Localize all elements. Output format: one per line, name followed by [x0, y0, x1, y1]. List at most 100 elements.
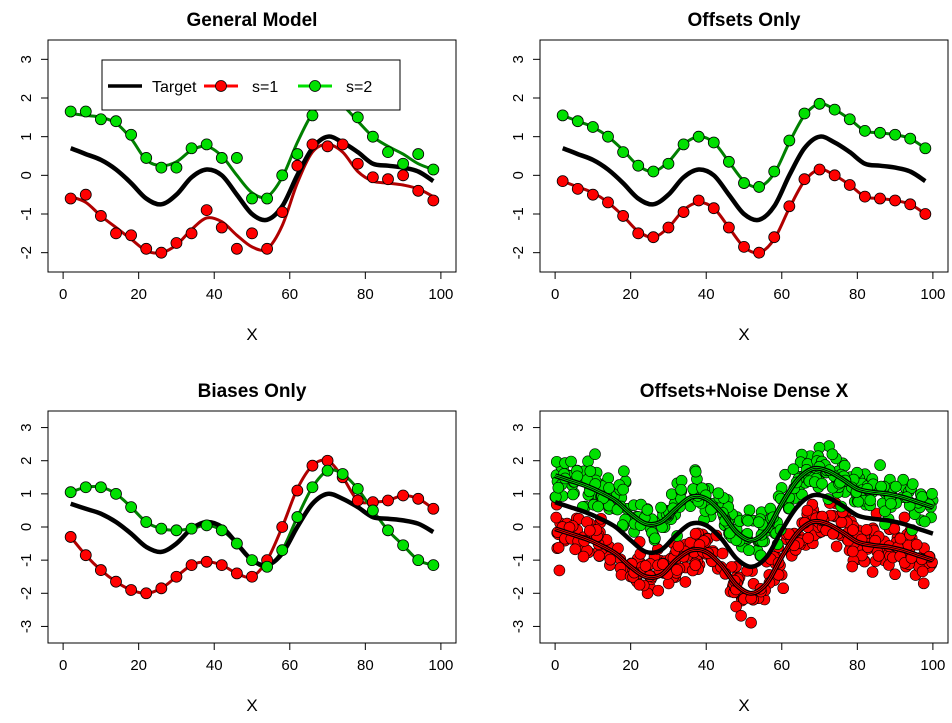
data-point: [306, 109, 319, 122]
x-tick-label: 0: [59, 657, 67, 674]
data-point: [125, 501, 138, 514]
data-point: [592, 500, 604, 513]
data-point: [397, 539, 410, 552]
series-line-target: [69, 134, 435, 223]
data-point: [679, 576, 692, 588]
data-point: [617, 146, 630, 159]
data-point: [382, 146, 394, 159]
series-line-target: [561, 134, 927, 223]
data-point: [79, 481, 92, 494]
data-point: [885, 497, 897, 510]
data-point: [140, 516, 153, 528]
data-point: [843, 179, 856, 191]
data-point: [230, 567, 243, 580]
data-point: [351, 157, 364, 170]
data-point: [846, 560, 858, 573]
x-axis-label: X: [738, 696, 749, 715]
data-point: [291, 484, 304, 497]
x-tick-label: 60: [773, 657, 790, 674]
data-point: [397, 157, 410, 170]
data-point: [577, 550, 590, 563]
data-point: [397, 489, 410, 502]
plot-frame: [539, 39, 949, 273]
data-point: [397, 169, 410, 182]
x-tick-label: 80: [849, 286, 866, 303]
y-tick-label: 1: [510, 132, 527, 140]
data-point: [556, 109, 569, 122]
data-point: [768, 231, 781, 244]
data-point: [261, 242, 274, 255]
x-tick-label: 60: [281, 286, 298, 303]
data-point: [94, 113, 107, 126]
y-tick-label: 3: [18, 55, 35, 63]
data-point: [200, 138, 213, 151]
data-point: [647, 165, 660, 178]
data-point: [306, 459, 319, 472]
data-point: [604, 553, 617, 566]
data-point: [200, 555, 213, 568]
data-point: [617, 210, 630, 222]
x-tick-label: 100: [920, 657, 945, 674]
data-point: [910, 538, 923, 551]
x-tick-label: 100: [428, 657, 453, 674]
data-point: [110, 487, 122, 500]
data-point: [677, 206, 690, 218]
data-point: [872, 550, 885, 562]
data-point: [246, 192, 258, 205]
data-point: [672, 540, 685, 552]
data-point: [904, 198, 917, 211]
data-point: [743, 504, 756, 516]
data-point: [783, 134, 796, 147]
data-point: [291, 148, 304, 160]
x-tick-label: 0: [59, 286, 67, 303]
points-s1: [64, 138, 440, 259]
data-point: [916, 565, 929, 578]
chart-title: Offsets Only: [688, 10, 801, 31]
data-point: [816, 477, 828, 490]
legend-marker: [215, 80, 227, 92]
data-point: [427, 163, 440, 176]
x-tick-label: 60: [281, 657, 298, 674]
data-point: [798, 173, 811, 186]
y-tick-label: -3: [18, 620, 35, 633]
x-tick-label: 40: [698, 286, 715, 303]
legend-marker: [309, 80, 321, 92]
data-point: [125, 128, 138, 141]
data-point: [79, 188, 92, 201]
data-point: [276, 169, 289, 182]
data-point: [593, 549, 605, 562]
data-point: [906, 478, 919, 490]
x-tick-label: 80: [849, 657, 866, 674]
data-point: [306, 481, 319, 494]
legend: Target s=1 s=2: [101, 59, 401, 111]
x-tick-label: 20: [622, 657, 639, 674]
data-point: [200, 204, 213, 217]
data-point: [79, 549, 92, 562]
x-tick-label: 20: [130, 657, 147, 674]
y-tick-label: 2: [18, 94, 35, 102]
data-point: [813, 163, 826, 176]
data-point: [215, 152, 228, 164]
data-point: [722, 221, 735, 234]
data-point: [889, 194, 902, 207]
data-point: [866, 566, 879, 578]
data-point: [110, 115, 122, 128]
data-point: [830, 540, 843, 553]
data-point: [185, 522, 198, 535]
data-point: [140, 242, 153, 255]
data-point: [874, 192, 886, 205]
legend-item: s=2: [298, 79, 372, 96]
data-point: [382, 173, 394, 186]
data-point: [752, 516, 765, 529]
data-point: [864, 494, 877, 507]
plot-area: [64, 94, 440, 259]
y-tick-label: 2: [18, 457, 35, 465]
data-point: [170, 570, 183, 583]
data-point: [276, 544, 289, 557]
data-point: [569, 543, 581, 556]
x-axis-label: X: [246, 325, 257, 344]
legend-label: s=1: [252, 79, 278, 96]
data-point: [64, 486, 77, 499]
data-point: [777, 582, 790, 595]
